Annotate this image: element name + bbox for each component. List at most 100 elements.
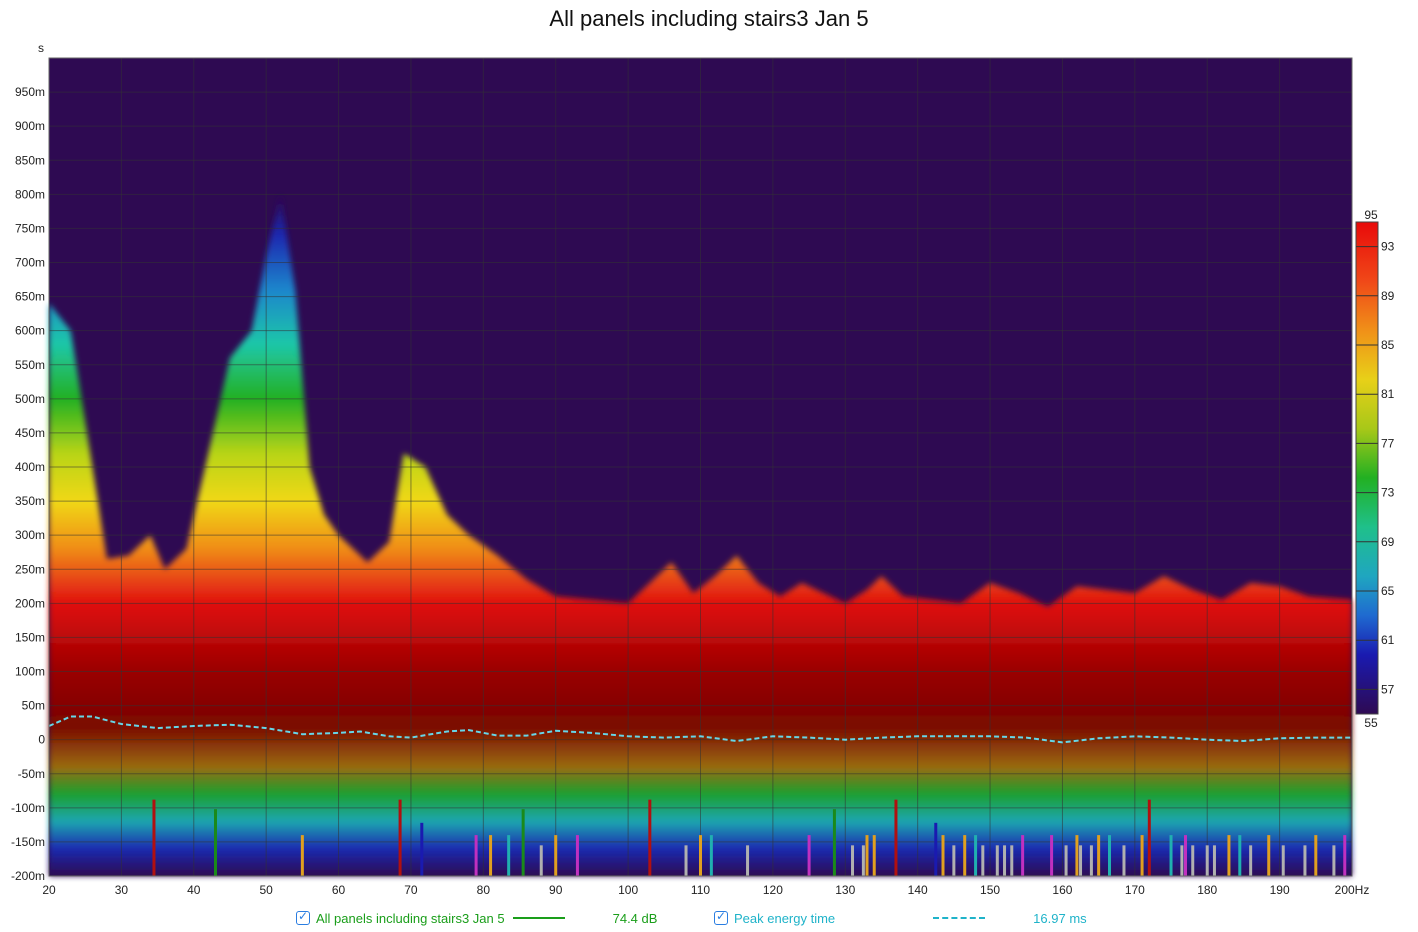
peak-energy-checkbox[interactable]: [714, 909, 728, 925]
y-tick-label: 250m: [15, 562, 45, 576]
series-value: 74.4 dB: [612, 910, 658, 926]
y-tick-label: -100m: [11, 801, 45, 815]
resonance-marker: [648, 799, 652, 876]
resonance-marker: [684, 845, 688, 876]
x-tick-label: 170: [1125, 883, 1145, 897]
resonance-marker: [489, 835, 493, 876]
x-tick-label: 40: [187, 883, 201, 897]
y-tick-label: 400m: [15, 460, 45, 474]
y-tick-label: 0: [38, 733, 45, 747]
y-tick-label: -200m: [11, 869, 45, 883]
resonance-marker: [1212, 845, 1216, 876]
resonance-marker: [807, 835, 811, 876]
y-tick-label: 500m: [15, 392, 45, 406]
y-tick-label: 800m: [15, 187, 45, 201]
x-tick-label: 60: [332, 883, 346, 897]
x-tick-label: 160: [1052, 883, 1072, 897]
legend-item-peak-energy[interactable]: Peak energy time 16.97 ms: [714, 908, 1087, 928]
x-tick-label: 180: [1197, 883, 1217, 897]
series-label: All panels including stairs3 Jan 5: [316, 910, 505, 926]
y-tick-label: 650m: [15, 290, 45, 304]
resonance-marker: [521, 809, 525, 876]
y-tick-label: 350m: [15, 494, 45, 508]
resonance-marker: [872, 835, 876, 876]
color-scale-label: 77: [1381, 436, 1395, 450]
resonance-marker: [1184, 835, 1188, 876]
y-tick-label: -50m: [18, 767, 45, 781]
resonance-marker: [746, 845, 750, 876]
resonance-marker: [974, 835, 978, 876]
color-scale-label: 85: [1381, 338, 1395, 352]
resonance-marker: [1097, 835, 1101, 876]
color-scale-label: 55: [1364, 716, 1378, 730]
resonance-marker: [861, 845, 865, 876]
x-tick-label: 110: [691, 883, 710, 897]
x-tick-label: 30: [115, 883, 129, 897]
x-tick-label: 140: [908, 883, 928, 897]
resonance-marker: [699, 835, 702, 876]
resonance-marker: [1064, 845, 1068, 876]
resonance-marker: [1314, 835, 1318, 876]
resonance-marker: [420, 822, 424, 876]
y-tick-label: -150m: [11, 835, 45, 849]
resonance-marker: [1180, 845, 1184, 876]
resonance-marker: [1227, 835, 1231, 876]
resonance-marker: [1010, 845, 1014, 876]
color-scale-label: 93: [1381, 240, 1395, 254]
peak-energy-time-line: [48, 715, 1352, 744]
resonance-marker: [1003, 845, 1007, 876]
resonance-marker: [152, 799, 156, 876]
color-scale-label: 57: [1381, 682, 1395, 696]
resonance-marker: [709, 835, 713, 876]
resonance-marker: [539, 845, 543, 876]
resonance-marker: [1249, 845, 1253, 876]
resonance-marker: [1021, 835, 1025, 876]
resonance-marker: [474, 835, 478, 876]
y-tick-label: 300m: [15, 528, 45, 542]
y-tick-label: 200m: [15, 596, 45, 610]
resonance-marker: [851, 845, 855, 876]
y-tick-label: 100m: [15, 665, 45, 679]
resonance-marker: [1191, 845, 1195, 876]
resonance-marker: [1303, 845, 1307, 876]
peak-energy-line-swatch: [933, 917, 986, 919]
x-tick-label: 100: [618, 883, 638, 897]
resonance-marker: [507, 835, 511, 876]
x-tick-label: 20: [42, 883, 56, 897]
resonance-marker: [832, 809, 836, 876]
plot-frame: [48, 57, 1353, 877]
resonance-marker: [1140, 835, 1144, 876]
resonance-marker: [952, 845, 956, 876]
y-tick-label: 950m: [15, 85, 45, 99]
x-tick-label: 50: [259, 883, 273, 897]
resonance-marker: [1238, 835, 1242, 876]
resonance-marker: [1169, 835, 1173, 876]
x-tick-label: 130: [835, 883, 855, 897]
resonance-marker: [554, 835, 558, 876]
y-tick-label: 150m: [15, 630, 45, 644]
resonance-marker: [894, 799, 898, 876]
color-scale-label: 73: [1381, 486, 1395, 500]
color-scale-label: 95: [1364, 208, 1378, 222]
peak-energy-label: Peak energy time: [734, 910, 836, 926]
y-tick-label: 850m: [15, 153, 45, 167]
resonance-marker: [1107, 835, 1111, 876]
color-scale-label: 61: [1381, 633, 1395, 647]
resonance-marker: [1089, 845, 1093, 876]
x-tick-label: 150: [980, 883, 1000, 897]
y-tick-label: 600m: [15, 324, 45, 338]
legend-item-series[interactable]: All panels including stairs3 Jan 5 74.4 …: [296, 908, 657, 928]
resonance-marker: [300, 835, 304, 876]
series-checkbox[interactable]: [296, 909, 310, 925]
x-tick-label: 90: [549, 883, 563, 897]
color-scale-label: 65: [1381, 584, 1395, 598]
resonance-marker: [1122, 845, 1126, 876]
resonance-marker: [398, 799, 402, 876]
x-tick-label: 120: [763, 883, 783, 897]
resonance-marker: [963, 835, 967, 876]
resonance-marker: [1332, 845, 1336, 876]
x-tick-label: 70: [404, 883, 418, 897]
resonance-marker: [1267, 835, 1271, 876]
y-tick-label: 900m: [15, 119, 45, 133]
